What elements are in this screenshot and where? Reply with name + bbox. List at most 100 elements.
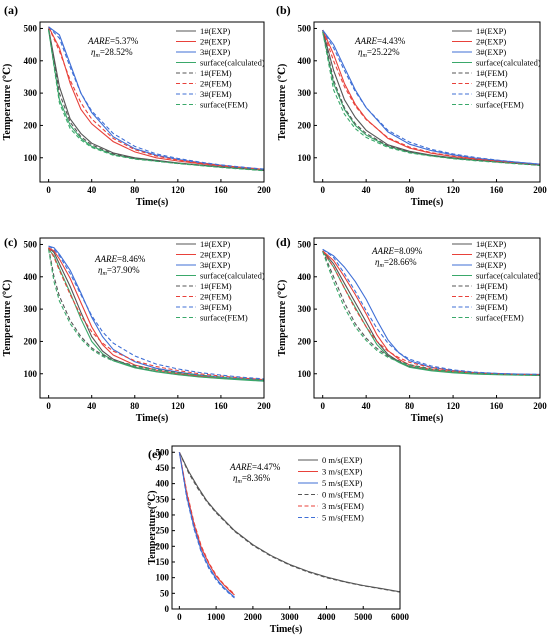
aare-annotation: AARE=8.09% <box>371 246 423 256</box>
legend-label: 3#(EXP) <box>200 47 230 57</box>
y-axis-label: Temperature (℃) <box>277 280 288 357</box>
legend-label: 3 m/s(EXP) <box>322 467 363 477</box>
x-tick-label: 6000 <box>391 612 410 622</box>
legend-label: 3#(FEM) <box>476 89 508 99</box>
x-tick-label: 160 <box>490 401 504 411</box>
x-tick-label: 120 <box>446 185 460 195</box>
y-tick-label: 0 <box>165 604 170 614</box>
eta-annotation: ηm=8.36% <box>233 473 271 485</box>
y-tick-label: 300 <box>298 304 312 314</box>
y-tick-label: 300 <box>156 510 170 520</box>
y-tick-label: 300 <box>298 88 312 98</box>
y-axis-label: Temperature(℃) <box>147 490 158 564</box>
y-tick-label: 200 <box>24 336 38 346</box>
x-tick-label: 5000 <box>354 612 373 622</box>
x-tick-label: 200 <box>257 185 271 195</box>
panel-label: (b) <box>276 3 291 17</box>
legend-label: surface(calculated) <box>476 58 541 68</box>
y-tick-label: 300 <box>24 88 38 98</box>
panel-label: (d) <box>276 235 291 249</box>
legend-label: 1#(EXP) <box>200 239 230 249</box>
x-tick-label: 160 <box>214 185 228 195</box>
legend-label: 2#(EXP) <box>200 250 230 260</box>
legend-label: 1#(FEM) <box>200 281 232 291</box>
y-tick-label: 500 <box>298 23 312 33</box>
y-tick-label: 100 <box>156 573 170 583</box>
series-line-2 <box>48 26 265 171</box>
x-tick-label: 40 <box>87 185 97 195</box>
x-tick-label: 4000 <box>317 612 336 622</box>
aare-annotation: AARE=4.43% <box>354 36 406 46</box>
eta-annotation: ηm=28.52% <box>91 47 133 59</box>
series-line-2 <box>322 29 541 166</box>
x-tick-label: 120 <box>171 185 185 195</box>
series-line-8 <box>48 249 265 381</box>
x-tick-label: 40 <box>362 401 372 411</box>
legend-label: 0 m/s(FEM) <box>322 490 364 500</box>
legend: 1#(EXP)2#(EXP)3#(EXP)surface(calculated)… <box>452 26 541 110</box>
series-line-8 <box>322 251 541 376</box>
plot-frame <box>313 237 541 399</box>
x-tick-label: 200 <box>257 401 271 411</box>
legend-label: 3#(EXP) <box>200 260 230 270</box>
chart-panel-5: 0 1000 2000 3000 4000 5000 6000 0 50 100 150 200 250… <box>147 445 410 635</box>
x-tick-label: 40 <box>87 401 97 411</box>
x-tick-label: 200 <box>533 185 547 195</box>
x-tick-label: 160 <box>490 185 504 195</box>
chart-panel-2: 0 40 80 120 160 200 100 200 300 400 500 Time(s) Temp… <box>276 3 547 208</box>
panel-label: (c) <box>4 235 17 249</box>
y-tick-label: 400 <box>298 56 312 66</box>
panel-label: (e) <box>148 447 161 461</box>
legend-label: 2#(EXP) <box>200 37 230 47</box>
y-tick-label: 500 <box>298 239 312 249</box>
aare-annotation: AARE=5.37% <box>87 36 139 46</box>
legend-label: surface(FEM) <box>476 313 524 323</box>
legend-label: 3#(FEM) <box>200 302 232 312</box>
legend-label: 2#(FEM) <box>200 79 232 89</box>
series-line-4 <box>48 248 265 382</box>
x-tick-label: 160 <box>214 401 228 411</box>
y-tick-label: 200 <box>156 541 170 551</box>
y-tick-label: 200 <box>24 120 38 130</box>
plot-frame <box>39 237 265 399</box>
legend-label: 1#(EXP) <box>476 26 506 36</box>
x-axis-label: Time(s) <box>136 197 169 208</box>
legend-label: 3#(EXP) <box>476 260 506 270</box>
legend-label: 1#(FEM) <box>200 68 232 78</box>
series-line-3 <box>178 452 235 598</box>
series-line-5 <box>322 29 541 166</box>
y-axis-label: Temperature (℃) <box>2 280 13 357</box>
legend-label: 5 m/s(EXP) <box>322 478 363 488</box>
y-tick-label: 350 <box>156 494 170 504</box>
x-tick-label: 120 <box>171 401 185 411</box>
x-tick-label: 80 <box>405 401 415 411</box>
series-line-3 <box>48 245 265 381</box>
y-tick-label: 50 <box>160 588 170 598</box>
legend-label: 5 m/s(FEM) <box>322 513 364 523</box>
y-tick-label: 100 <box>298 153 312 163</box>
series-line-3 <box>48 26 265 170</box>
y-tick-label: 400 <box>298 272 312 282</box>
legend-label: surface(FEM) <box>200 313 248 323</box>
legend-label: surface(FEM) <box>200 100 248 110</box>
legend-label: surface(FEM) <box>476 100 524 110</box>
chart-panel-1: 0 40 80 120 160 200 100 200 300 400 500 Time(s) Temp… <box>2 3 271 208</box>
legend-label: 1#(FEM) <box>476 281 508 291</box>
y-tick-label: 400 <box>156 479 170 489</box>
eta-annotation: ηm=28.66% <box>375 257 417 269</box>
legend-label: 2#(EXP) <box>476 37 506 47</box>
x-tick-label: 120 <box>446 401 460 411</box>
x-tick-label: 0 <box>320 185 325 195</box>
x-tick-label: 200 <box>533 401 547 411</box>
series-line-6 <box>322 29 541 166</box>
x-axis-label: Time(s) <box>411 413 444 424</box>
y-tick-label: 250 <box>156 526 170 536</box>
legend-label: 2#(FEM) <box>200 292 232 302</box>
y-tick-label: 450 <box>156 463 170 473</box>
legend: 0 m/s(EXP) 3 m/s(EXP)5 m/s(EXP) 0 m/s(FEM)… <box>298 455 364 523</box>
panel-label: (a) <box>4 3 18 17</box>
y-tick-label: 400 <box>24 56 38 66</box>
series-line-2 <box>48 247 265 382</box>
series-line-7 <box>322 248 541 375</box>
